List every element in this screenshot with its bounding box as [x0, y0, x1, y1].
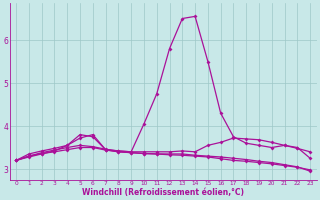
X-axis label: Windchill (Refroidissement éolien,°C): Windchill (Refroidissement éolien,°C)	[82, 188, 244, 197]
